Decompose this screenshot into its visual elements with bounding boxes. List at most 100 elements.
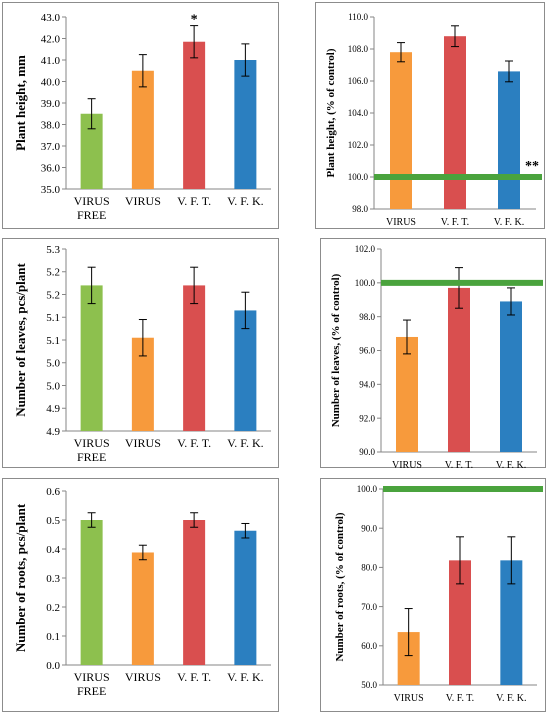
y-tick-label: 90.0	[359, 447, 375, 457]
bar	[390, 52, 412, 210]
y-tick-label: 4.9	[46, 426, 60, 438]
y-tick-label: 98.0	[359, 312, 375, 322]
bar	[396, 336, 418, 452]
significance-marker: **	[525, 159, 539, 174]
y-tick-label: 5.2	[46, 289, 60, 301]
bar	[131, 70, 154, 189]
x-tick-label: V. F. T.	[177, 670, 211, 684]
x-tick-label: VIRUS	[392, 460, 422, 471]
y-tick-label: 0.5	[46, 515, 60, 527]
chart-svg: 90.0 92.0 94.0 96.0 98.0 100.0 102.0 Number of …	[330, 244, 543, 471]
y-tick-label: 5.3	[46, 244, 60, 256]
bar	[234, 310, 257, 431]
y-tick-label: 35.0	[41, 184, 61, 196]
bar	[183, 285, 206, 431]
y-tick-label: 104.0	[348, 108, 369, 118]
y-tick-label: 100.0	[355, 278, 376, 288]
chart-leaves-percent: 90.0 92.0 94.0 96.0 98.0 100.0 102.0 Number of …	[320, 238, 546, 471]
y-tick-label: 41.0	[41, 55, 61, 67]
y-tick-label: 94.0	[359, 379, 375, 389]
x-tick-label: V. F. K.	[227, 194, 264, 208]
bar	[80, 113, 103, 189]
x-tick-label: VIRUS	[125, 670, 161, 684]
x-tick-label: VIRUS FREE	[74, 670, 110, 698]
y-axis-title: Plant height, (% of control)	[325, 48, 337, 177]
chart-svg: 98.0 100.0 102.0 104.0 106.0 108.0 110.0 Plant …	[325, 12, 542, 228]
y-tick-label: 98.0	[352, 204, 368, 214]
bar	[183, 41, 206, 189]
y-tick-label: 80.0	[361, 563, 377, 573]
x-tick-label: V. F. T.	[445, 460, 473, 471]
bar	[500, 301, 522, 452]
bar	[448, 287, 470, 452]
y-tick-label: 100.0	[348, 172, 369, 182]
x-tick-label: VIRUS FREE	[74, 436, 110, 464]
chart-roots-percent: 50.0 60.0 70.0 80.0 90.0 100.0 Number of roots…	[320, 478, 546, 712]
chart-plant-height-percent: 98.0 100.0 102.0 104.0 106.0 108.0 110.0 Plant …	[315, 2, 545, 229]
bar	[449, 560, 471, 685]
y-tick-label: 4.9	[46, 403, 60, 415]
y-tick-label: 42.0	[41, 33, 61, 45]
chart-svg: 35.0 36.0 37.0 38.0 39.0 40.0 41.0 42.0 43.0 Plan…	[13, 12, 271, 222]
y-axis-title: Number of roots, (% of control)	[334, 512, 346, 661]
chart-svg: 50.0 60.0 70.0 80.0 90.0 100.0 Number of roots…	[334, 484, 543, 704]
x-tick-label: V. F. K.	[494, 217, 524, 228]
y-tick-label: 38.0	[41, 119, 61, 131]
bar	[444, 36, 466, 210]
bar	[234, 60, 257, 189]
x-tick-label: VIRUS	[386, 217, 416, 228]
y-tick-label: 0.6	[46, 486, 60, 498]
y-tick-label: 108.0	[348, 44, 369, 54]
y-axis-title: Number of roots, pcs/plant	[13, 503, 28, 652]
y-tick-label: 36.0	[41, 162, 61, 174]
bar	[80, 285, 103, 431]
bar	[80, 520, 103, 665]
y-tick-label: 90.0	[361, 523, 377, 533]
bar	[498, 71, 520, 210]
y-tick-label: 0.4	[46, 544, 60, 556]
x-tick-label: VIRUS FREE	[74, 194, 110, 222]
chart-svg: 4.9 4.9 5.0 5.0 5.1 5.1 5.2 5.2 5.3 Number of lea…	[13, 244, 271, 464]
x-tick-label: V. F. K.	[496, 460, 526, 471]
y-tick-label: 37.0	[41, 141, 61, 153]
y-tick-label: 5.0	[46, 358, 60, 370]
y-tick-label: 5.2	[46, 267, 60, 279]
y-tick-label: 0.0	[46, 660, 60, 672]
y-tick-label: 102.0	[355, 244, 376, 254]
y-tick-label: 5.1	[46, 312, 60, 324]
bar	[500, 560, 523, 685]
y-tick-label: 0.2	[46, 602, 60, 614]
chart-leaves-pcs: 4.9 4.9 5.0 5.0 5.1 5.1 5.2 5.2 5.3 Number of lea…	[2, 238, 279, 468]
y-tick-label: 0.1	[46, 631, 60, 643]
y-tick-label: 50.0	[361, 680, 377, 690]
x-tick-label: VIRUS	[394, 693, 424, 704]
y-tick-label: 106.0	[348, 76, 369, 86]
bar	[131, 552, 154, 665]
chart-roots-pcs: 0.0 0.1 0.2 0.3 0.4 0.5 0.6 Number of roots, pc…	[2, 478, 279, 712]
y-tick-label: 5.0	[46, 380, 60, 392]
y-tick-label: 110.0	[348, 12, 368, 22]
x-tick-label: VIRUS	[125, 194, 161, 208]
chart-plant-height-mm: 35.0 36.0 37.0 38.0 39.0 40.0 41.0 42.0 43.0 Plan…	[2, 2, 279, 229]
chart-svg: 0.0 0.1 0.2 0.3 0.4 0.5 0.6 Number of roots, pc…	[13, 486, 271, 698]
x-tick-label: VIRUS	[125, 436, 161, 450]
x-tick-label: V. F. K.	[227, 670, 264, 684]
x-tick-label: V. F. T.	[177, 436, 211, 450]
y-tick-label: 40.0	[41, 76, 61, 88]
y-tick-label: 102.0	[348, 140, 369, 150]
x-tick-label: V. F. T.	[446, 693, 474, 704]
bar	[131, 337, 154, 431]
y-axis-title: Number of leaves, (% of control)	[330, 273, 342, 427]
y-tick-label: 100.0	[357, 484, 378, 494]
y-axis-title: Number of leaves, pcs/plant	[13, 263, 28, 417]
x-tick-label: V. F. K.	[227, 436, 264, 450]
y-tick-label: 96.0	[359, 346, 375, 356]
y-tick-label: 0.3	[46, 573, 60, 585]
bar	[183, 520, 206, 665]
y-tick-label: 39.0	[41, 98, 61, 110]
bar	[397, 632, 420, 685]
y-tick-label: 43.0	[41, 12, 61, 24]
bar	[234, 530, 257, 665]
y-tick-label: 92.0	[359, 413, 375, 423]
y-tick-label: 70.0	[361, 602, 377, 612]
